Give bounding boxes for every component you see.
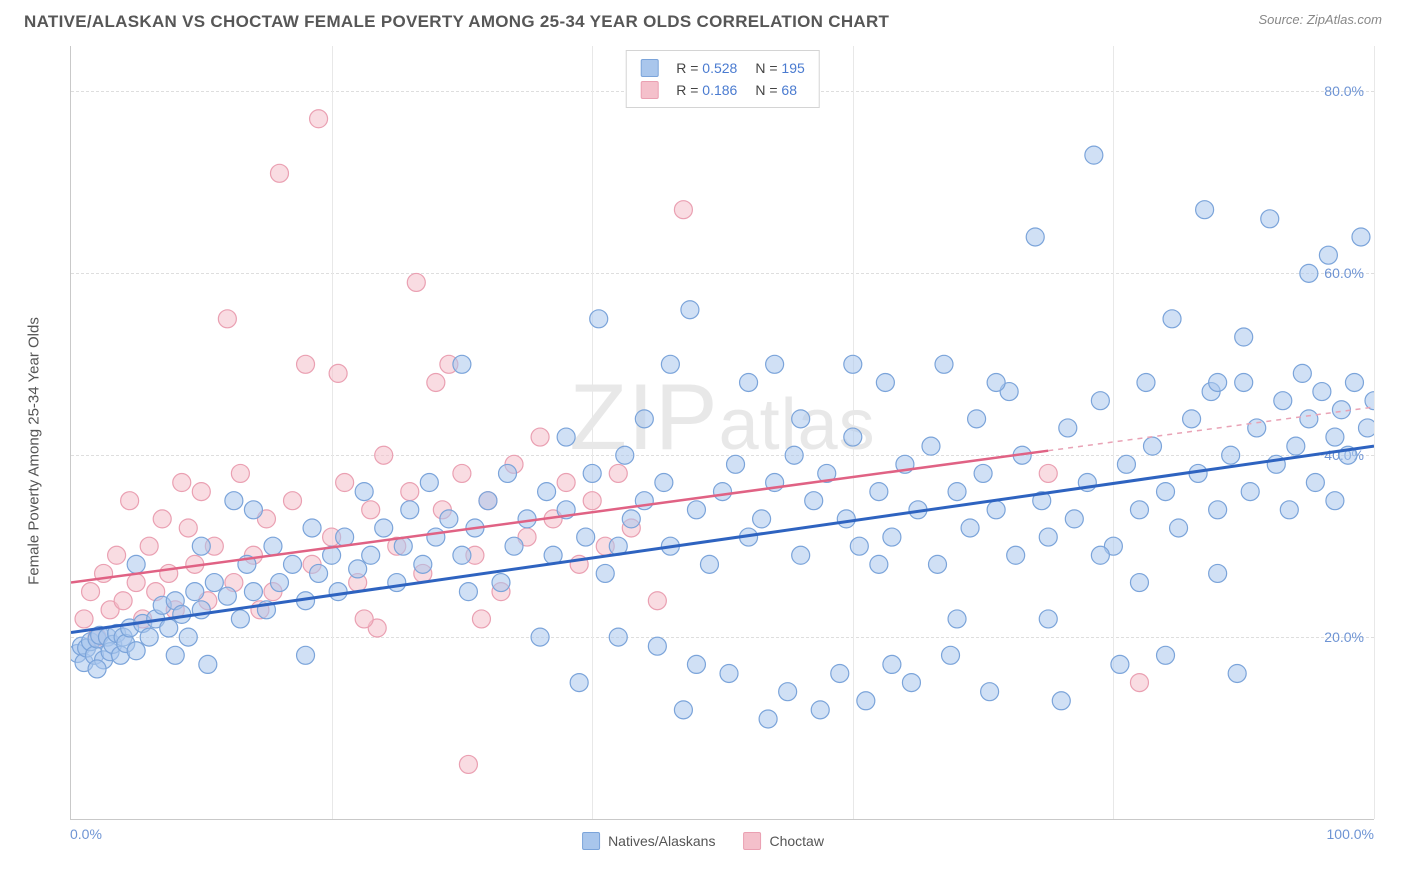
legend-swatch-icon bbox=[743, 832, 761, 850]
legend-stats-box: R = 0.528 N = 195 R = 0.186 N = 68 bbox=[625, 50, 820, 108]
y-axis-title: Female Poverty Among 25-34 Year Olds bbox=[26, 317, 43, 585]
legend-n-natives: N = 195 bbox=[755, 57, 804, 79]
footer-legend: Natives/Alaskans Choctaw bbox=[582, 832, 824, 850]
page-title: NATIVE/ALASKAN VS CHOCTAW FEMALE POVERTY… bbox=[24, 12, 889, 32]
legend-swatch-icon bbox=[582, 832, 600, 850]
legend-swatch-choctaw bbox=[640, 81, 658, 99]
footer-legend-natives: Natives/Alaskans bbox=[582, 832, 715, 850]
plot-area: ZIPatlas R = 0.528 N = 195 R = 0.186 N =… bbox=[70, 46, 1374, 820]
footer-legend-choctaw: Choctaw bbox=[743, 832, 823, 850]
x-tick-max: 100.0% bbox=[1327, 826, 1374, 842]
gridline-v bbox=[1374, 46, 1375, 819]
legend-r-natives: R = 0.528 bbox=[676, 57, 737, 79]
x-tick-min: 0.0% bbox=[70, 826, 102, 842]
trend-lines-layer bbox=[71, 46, 1374, 819]
trend-line bbox=[1048, 407, 1374, 451]
chart-container: Female Poverty Among 25-34 Year Olds ZIP… bbox=[24, 46, 1382, 856]
legend-r-choctaw: R = 0.186 bbox=[676, 79, 737, 101]
legend-n-choctaw: N = 68 bbox=[755, 79, 797, 101]
legend-swatch-natives bbox=[640, 59, 658, 77]
trend-line bbox=[71, 446, 1374, 632]
source-credit: Source: ZipAtlas.com bbox=[1258, 12, 1382, 27]
